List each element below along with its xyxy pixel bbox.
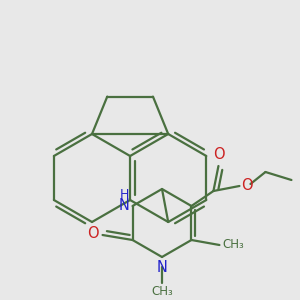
Text: N: N (157, 260, 167, 275)
Text: O: O (87, 226, 99, 242)
Text: CH₃: CH₃ (222, 238, 244, 250)
Text: O: O (242, 178, 253, 193)
Text: N: N (119, 197, 130, 212)
Text: CH₃: CH₃ (151, 285, 173, 298)
Text: O: O (213, 147, 224, 162)
Text: H: H (120, 188, 130, 200)
